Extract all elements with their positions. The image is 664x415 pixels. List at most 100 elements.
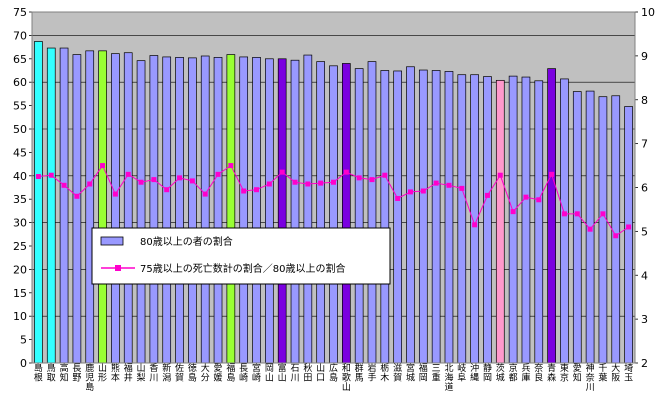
legend: 80歳以上の者の割合 75歳以上の死亡数計の割合／80歳以上の割合 <box>91 227 391 285</box>
line-point-埼玉 <box>626 224 632 230</box>
line-point-徳島 <box>189 178 195 184</box>
x-tick-label: 長野 <box>72 363 81 384</box>
bar-佐賀 <box>175 57 184 364</box>
bar-富山 <box>277 58 287 364</box>
bar-奈良 <box>534 80 544 364</box>
left-tick-label: 0 <box>20 357 27 370</box>
bar-東京 <box>560 78 569 364</box>
bar-埼玉 <box>624 106 633 364</box>
x-tick-label: 茨城 <box>496 362 505 384</box>
x-tick-label: 福岡 <box>419 362 428 384</box>
bar-大分 <box>200 55 210 364</box>
line-point-東京 <box>561 211 567 217</box>
x-tick-label: 埼玉 <box>624 362 633 384</box>
line-point-群馬 <box>356 175 362 181</box>
bar-熊本 <box>111 53 120 364</box>
x-tick-label: 愛媛 <box>214 362 223 384</box>
line-point-鹿児島 <box>87 181 93 187</box>
bar-山梨 <box>136 60 146 364</box>
line-point-奈良 <box>536 197 542 203</box>
left-tick-label: 25 <box>13 240 27 253</box>
bar-徳島 <box>188 57 197 364</box>
right-tick-label: 4 <box>641 269 648 282</box>
line-point-茨城 <box>497 172 503 178</box>
bar-愛知 <box>572 91 582 364</box>
line-point-福井 <box>125 171 131 177</box>
x-tick-label: 石川 <box>291 364 300 384</box>
line-series <box>35 163 632 239</box>
x-tick-label: 岡山 <box>265 363 274 384</box>
bar-長崎 <box>239 56 249 364</box>
x-tick-label: 福島 <box>226 362 235 384</box>
bar-長野 <box>72 54 82 364</box>
bar-series <box>34 41 633 364</box>
line-point-大阪 <box>613 233 619 239</box>
x-tick-label: 新潟 <box>162 362 171 384</box>
line-point-島根 <box>35 174 41 180</box>
plot-border <box>31 11 636 364</box>
line-point-鳥取 <box>48 172 54 178</box>
x-tick-label: 鳥取 <box>47 362 56 384</box>
line-point-佐賀 <box>177 175 183 181</box>
line-point-千葉 <box>600 211 606 217</box>
line-point-宮崎 <box>254 187 260 193</box>
x-tick-label: 徳島 <box>188 362 197 384</box>
bar-茨城 <box>495 79 505 364</box>
line-point-青森 <box>549 171 555 177</box>
bar-北海道 <box>444 71 454 364</box>
x-tick-label: 群馬 <box>355 362 364 384</box>
bar-鹿児島 <box>85 50 95 364</box>
line-point-京都 <box>510 209 516 215</box>
x-tick-label: 奈良 <box>534 362 543 384</box>
x-tick-label: 栃木 <box>380 362 389 384</box>
right-tick-label: 10 <box>641 6 655 19</box>
bar-和歌山 <box>342 63 351 364</box>
x-axis-labels: 島根鳥取高知長野鹿児島山形熊本福井山梨香川新潟佐賀徳島大分愛媛福島長崎宮崎岡山富… <box>34 362 633 393</box>
line-point-広島 <box>331 179 336 185</box>
line-point-福島 <box>228 163 234 169</box>
right-tick-label: 6 <box>641 182 648 195</box>
line-point-栃木 <box>382 172 388 178</box>
x-tick-label: 沖縄 <box>470 362 479 384</box>
x-tick-label: 香川 <box>149 363 158 384</box>
bar-島根 <box>34 41 43 364</box>
bar-福井 <box>123 52 133 364</box>
left-tick-label: 70 <box>13 29 27 42</box>
left-tick-label: 55 <box>13 100 27 113</box>
bar-福岡 <box>418 69 428 364</box>
right-tick-label: 7 <box>641 138 648 151</box>
left-tick-label: 5 <box>20 334 27 347</box>
line-point-高知 <box>61 182 67 188</box>
left-tick-label: 45 <box>13 146 27 159</box>
bar-宮崎 <box>252 57 261 364</box>
x-tick-label: 大分 <box>201 362 210 384</box>
x-tick-label: 静岡 <box>483 362 492 384</box>
line-point-愛媛 <box>215 171 221 177</box>
x-tick-label: 神奈川 <box>586 362 595 393</box>
line-point-岐阜 <box>459 185 465 191</box>
bar-高知 <box>59 47 69 364</box>
line-point-山形 <box>100 163 106 169</box>
line-point-岩手 <box>369 177 375 183</box>
bar-石川 <box>290 59 300 364</box>
x-tick-label: 滋賀 <box>393 362 402 384</box>
bar-新潟 <box>162 56 172 364</box>
x-tick-label: 東京 <box>560 362 569 384</box>
left-tick-label: 75 <box>13 6 27 19</box>
bar-兵庫 <box>521 76 531 364</box>
x-tick-label: 岐阜 <box>457 362 466 384</box>
left-tick-label: 20 <box>13 263 27 276</box>
line-point-山口 <box>318 180 324 186</box>
x-tick-label: 熊本 <box>111 362 120 384</box>
legend-bar-swatch <box>100 236 124 246</box>
line-point-愛知 <box>574 211 580 217</box>
line-point-秋田 <box>305 181 311 187</box>
left-tick-label: 15 <box>13 287 27 300</box>
line-point-兵庫 <box>523 194 529 200</box>
line-point-三重 <box>433 180 439 186</box>
bar-群馬 <box>354 68 364 364</box>
left-tick-label: 50 <box>13 123 27 136</box>
bar-千葉 <box>598 96 608 364</box>
line-point-山梨 <box>138 179 144 185</box>
